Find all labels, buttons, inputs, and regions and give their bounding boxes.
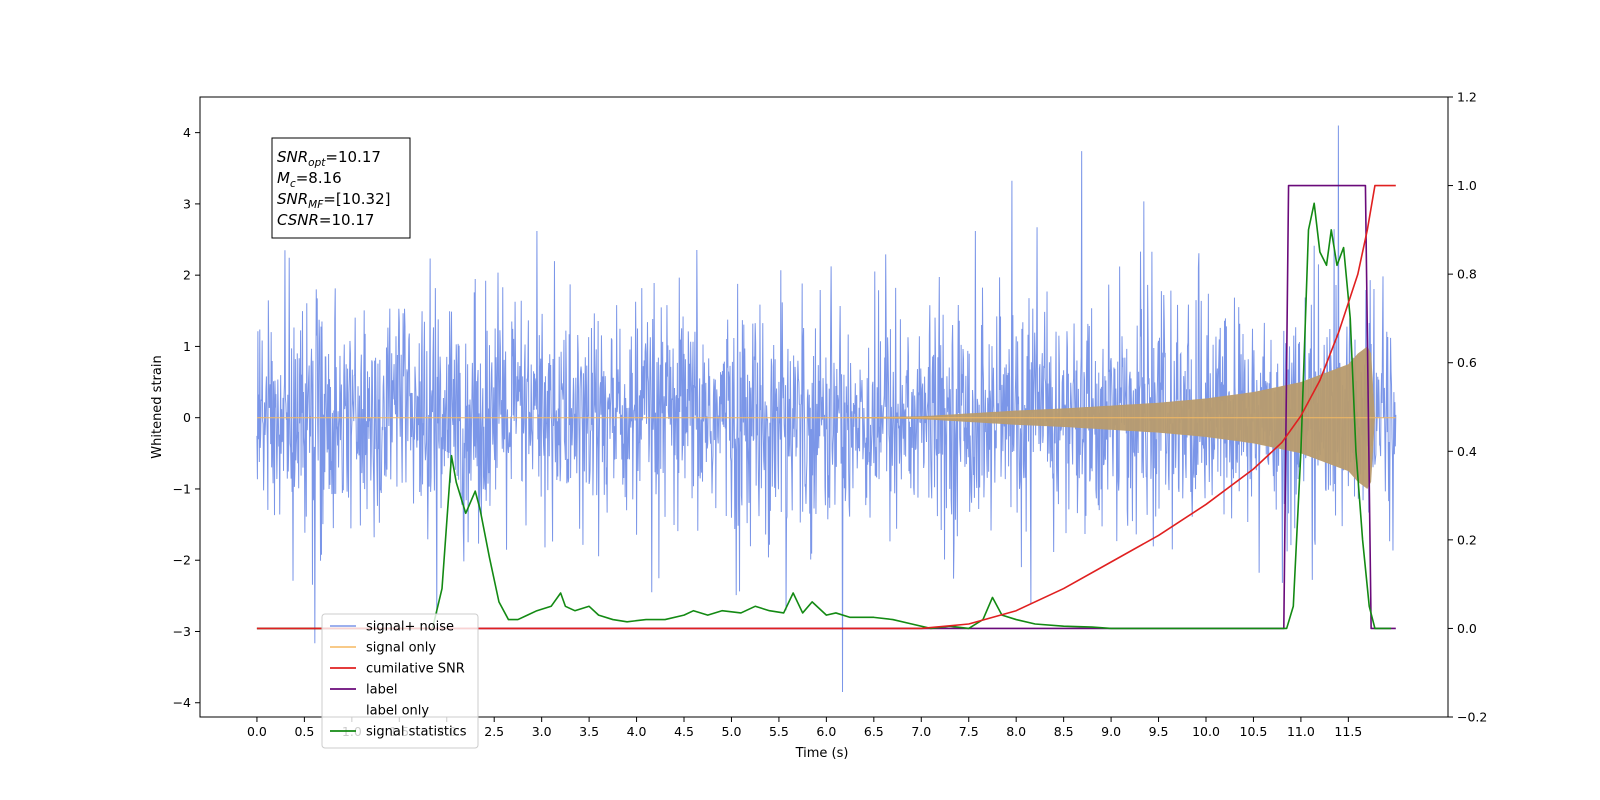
series-signal-statistics	[256, 202, 1392, 630]
x-tick-label: 6.5	[864, 724, 884, 739]
x-tick-label: 3.0	[532, 724, 552, 739]
x-tick-label: 9.5	[1149, 724, 1169, 739]
y2-tick-label: 0.2	[1457, 532, 1477, 547]
legend: signal+ noise signal only cumilative SNR la…	[321, 613, 479, 749]
legend-entry: signal only	[366, 641, 436, 656]
stats-value: =8.16	[296, 169, 342, 187]
x-tick-label: 7.0	[911, 724, 931, 739]
stats-line: Mc=8.16	[277, 169, 342, 190]
legend-box	[321, 613, 479, 749]
y2-tick-label: 0.8	[1457, 267, 1477, 282]
stats-name: SNR	[277, 190, 308, 208]
x-tick-label: 7.5	[959, 724, 979, 739]
y2-tick-label: 1.2	[1457, 90, 1477, 105]
legend-entry: label only	[366, 704, 429, 719]
legend-entry: label	[366, 683, 397, 698]
y-tick-label: 1	[183, 339, 191, 354]
stats-value: =[10.32]	[323, 190, 390, 208]
y2-tick-label: 0.4	[1457, 444, 1477, 459]
y-tick-label: −4	[173, 695, 191, 710]
x-tick-label: 3.5	[579, 724, 599, 739]
x-tick-label: 6.0	[816, 724, 836, 739]
series-layer	[256, 125, 1397, 693]
x-tick-label: 5.0	[722, 724, 742, 739]
stats-value: =10.17	[319, 211, 375, 229]
y2-tick-label: 0.6	[1457, 355, 1477, 370]
stats-subscript: opt	[308, 157, 326, 169]
stats-line: SNRopt=10.17	[277, 148, 381, 169]
stats-annotation: SNRopt=10.17Mc=8.16SNRMF=[10.32]CSNR=10.…	[271, 137, 411, 239]
x-tick-label: 8.0	[1006, 724, 1026, 739]
legend-entry: signal+ noise	[366, 620, 454, 635]
x-tick-label: 0.0	[247, 724, 267, 739]
stats-line: CSNR=10.17	[277, 211, 374, 229]
stats-name: M	[277, 169, 290, 187]
x-tick-label: 4.0	[627, 724, 647, 739]
y-tick-label: −3	[173, 624, 191, 639]
x-tick-label: 11.0	[1287, 724, 1315, 739]
x-tick-label: 5.5	[769, 724, 789, 739]
legend-entry: signal statistics	[366, 725, 467, 740]
x-tick-label: 4.5	[674, 724, 694, 739]
x-tick-label: 11.5	[1334, 724, 1362, 739]
y-axis-right: 1.2 1.0 0.8 0.6 0.4 0.2 0.0 −0.2	[1448, 90, 1487, 725]
y-axis-left: 4 3 2 1 0 −1 −2 −3 −4	[173, 125, 200, 710]
stats-name: SNR	[277, 148, 308, 166]
x-tick-label: 10.5	[1240, 724, 1268, 739]
x-tick-label: 0.5	[294, 724, 314, 739]
y-tick-label: −2	[173, 553, 191, 568]
stats-subscript: MF	[308, 199, 324, 211]
y-axis-label: Whitened strain	[150, 355, 165, 458]
x-tick-label: 9.0	[1101, 724, 1121, 739]
y2-tick-label: −0.2	[1457, 710, 1487, 725]
x-tick-label: 2.5	[484, 724, 504, 739]
x-tick-label: 8.5	[1054, 724, 1074, 739]
legend-entry: cumilative SNR	[366, 662, 465, 677]
y2-tick-label: 1.0	[1457, 178, 1477, 193]
y-tick-label: 3	[183, 196, 191, 211]
y-tick-label: 4	[183, 125, 191, 140]
y-tick-label: 0	[183, 410, 191, 425]
series-cumulative-snr	[256, 184, 1396, 630]
x-axis-label: Time (s)	[795, 746, 849, 761]
plot-frame	[199, 96, 1449, 718]
stats-line: SNRMF=[10.32]	[277, 190, 391, 211]
y2-tick-label: 0.0	[1457, 621, 1477, 636]
y-tick-label: 2	[183, 268, 191, 283]
stats-name: CSNR	[277, 211, 319, 229]
y-tick-label: −1	[173, 481, 191, 496]
stats-subscript: c	[290, 178, 296, 190]
stats-value: =10.17	[325, 148, 381, 166]
stats-annotation-box	[271, 137, 411, 239]
x-tick-label: 10.0	[1192, 724, 1220, 739]
